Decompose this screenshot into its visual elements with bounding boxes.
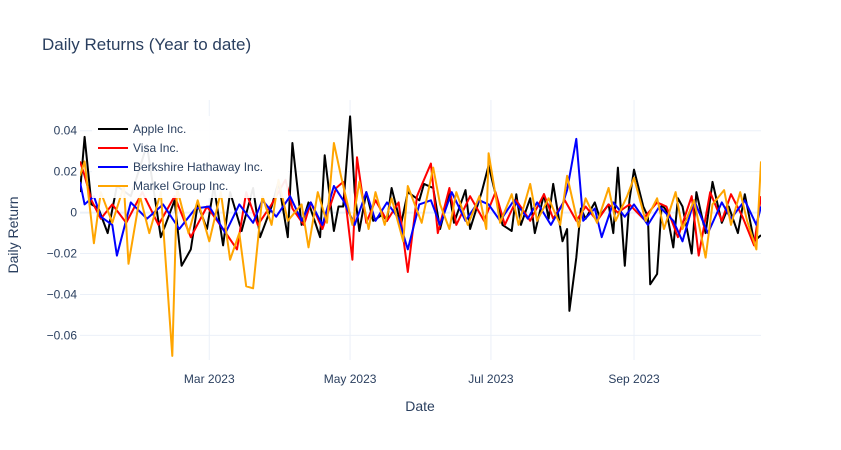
y-tick-label: −0.04 xyxy=(47,287,78,301)
y-tick-label: 0.04 xyxy=(54,124,78,138)
y-axis-title: Daily Return xyxy=(5,196,21,273)
legend-label: Berkshire Hathaway Inc. xyxy=(133,160,263,174)
x-tick-label: Jul 2023 xyxy=(468,372,514,386)
legend-label: Markel Group Inc. xyxy=(133,179,228,193)
chart-title: Daily Returns (Year to date) xyxy=(42,35,251,54)
legend-label: Visa Inc. xyxy=(133,141,179,155)
series-line-4 xyxy=(80,142,761,357)
x-tick-label: Mar 2023 xyxy=(184,372,235,386)
tick-layer: 0.04 0.02 0 −0.02 −0.04 −0.06 Mar 2023 May 2023… xyxy=(47,124,660,386)
legend-label: Apple Inc. xyxy=(133,122,186,136)
y-tick-label: −0.02 xyxy=(47,247,78,261)
x-axis-title: Date xyxy=(405,398,435,414)
y-tick-label: 0.02 xyxy=(54,165,78,179)
series-line-2 xyxy=(80,156,761,273)
legend-item[interactable]: Apple Inc. xyxy=(98,122,186,136)
legend-item[interactable]: Markel Group Inc. xyxy=(98,179,228,193)
x-tick-label: May 2023 xyxy=(324,372,377,386)
legend-item[interactable]: Visa Inc. xyxy=(98,141,179,155)
legend[interactable]: Apple Inc. Visa Inc. Berkshire Hathaway In… xyxy=(92,116,288,198)
y-tick-label: 0 xyxy=(70,206,77,220)
plot-area xyxy=(80,115,761,357)
y-tick-label: −0.06 xyxy=(47,328,78,342)
legend-item[interactable]: Berkshire Hathaway Inc. xyxy=(98,160,263,174)
series-line-1 xyxy=(80,115,761,312)
x-tick-label: Sep 2023 xyxy=(608,372,660,386)
